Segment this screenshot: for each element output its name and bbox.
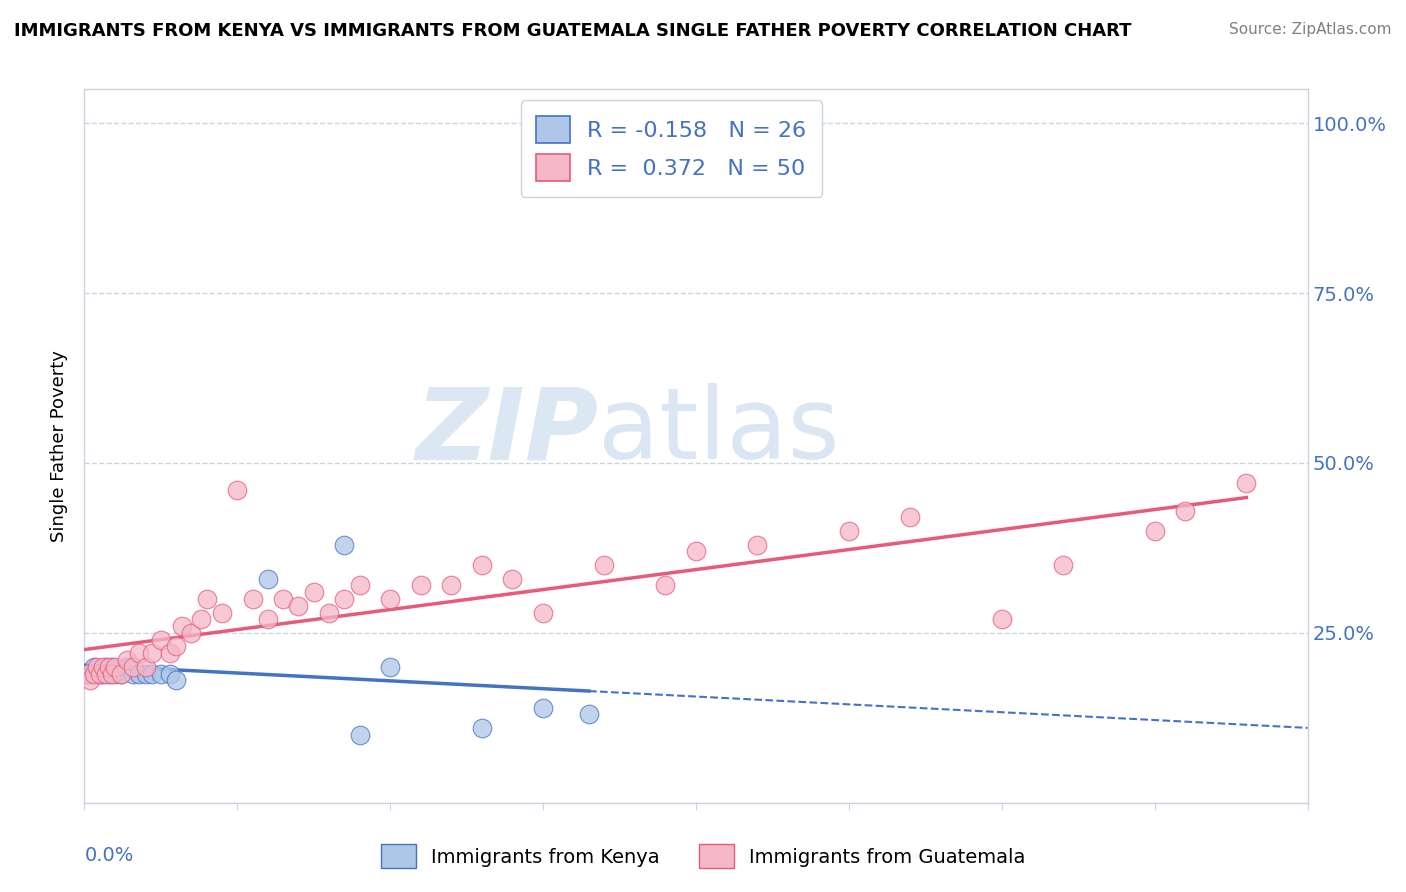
Point: [226, 483, 249, 498]
Point: [104, 666, 127, 681]
Point: [242, 591, 264, 606]
Point: [101, 666, 124, 681]
Point: [180, 626, 202, 640]
Point: [190, 612, 212, 626]
Y-axis label: Single Father Poverty: Single Father Poverty: [51, 350, 69, 542]
Point: [91, 666, 114, 681]
Point: [1236, 476, 1258, 491]
Point: [1143, 524, 1166, 538]
Point: [122, 666, 145, 681]
Point: [165, 640, 187, 654]
Point: [135, 666, 157, 681]
Point: [211, 606, 233, 620]
Point: [593, 558, 616, 572]
Point: [838, 524, 860, 538]
Point: [149, 632, 172, 647]
Point: [89, 666, 111, 681]
Point: [89, 666, 111, 681]
Point: [159, 646, 181, 660]
Point: [1052, 558, 1074, 572]
Point: [76, 666, 98, 681]
Point: [97, 666, 120, 681]
Point: [79, 673, 101, 688]
Point: [149, 666, 172, 681]
Point: [257, 612, 280, 626]
Point: [94, 666, 117, 681]
Text: atlas: atlas: [598, 384, 839, 480]
Point: [302, 585, 325, 599]
Point: [101, 660, 124, 674]
Point: [97, 660, 120, 674]
Point: [685, 544, 707, 558]
Point: [1174, 503, 1197, 517]
Point: [94, 660, 117, 674]
Point: [409, 578, 432, 592]
Point: [195, 591, 218, 606]
Point: [380, 660, 402, 674]
Point: [172, 619, 194, 633]
Point: [110, 666, 132, 681]
Point: [110, 666, 132, 681]
Point: [578, 707, 600, 722]
Text: Source: ZipAtlas.com: Source: ZipAtlas.com: [1229, 22, 1392, 37]
Point: [747, 537, 769, 551]
Point: [91, 660, 114, 674]
Point: [991, 612, 1014, 626]
Point: [76, 666, 98, 681]
Legend: Immigrants from Kenya, Immigrants from Guatemala: Immigrants from Kenya, Immigrants from G…: [371, 835, 1035, 878]
Point: [83, 666, 105, 681]
Point: [159, 666, 181, 681]
Point: [471, 558, 494, 572]
Legend: R = -0.158   N = 26, R =  0.372   N = 50: R = -0.158 N = 26, R = 0.372 N = 50: [520, 100, 823, 197]
Point: [333, 591, 356, 606]
Point: [349, 728, 371, 742]
Point: [79, 666, 101, 681]
Text: ZIP: ZIP: [415, 384, 598, 480]
Point: [380, 591, 402, 606]
Point: [531, 700, 554, 714]
Point: [135, 660, 157, 674]
Point: [287, 599, 309, 613]
Point: [86, 666, 108, 681]
Point: [257, 572, 280, 586]
Point: [83, 660, 105, 674]
Point: [654, 578, 676, 592]
Point: [898, 510, 921, 524]
Point: [141, 646, 163, 660]
Point: [165, 673, 187, 688]
Point: [122, 660, 145, 674]
Point: [502, 572, 524, 586]
Point: [115, 660, 138, 674]
Point: [440, 578, 463, 592]
Point: [141, 666, 163, 681]
Point: [349, 578, 371, 592]
Point: [115, 653, 138, 667]
Point: [531, 606, 554, 620]
Text: 0.0%: 0.0%: [84, 846, 134, 864]
Text: IMMIGRANTS FROM KENYA VS IMMIGRANTS FROM GUATEMALA SINGLE FATHER POVERTY CORRELA: IMMIGRANTS FROM KENYA VS IMMIGRANTS FROM…: [14, 22, 1132, 40]
Point: [271, 591, 294, 606]
Point: [471, 721, 494, 735]
Point: [128, 646, 150, 660]
Point: [104, 660, 127, 674]
Point: [86, 660, 108, 674]
Point: [318, 606, 340, 620]
Point: [333, 537, 356, 551]
Point: [128, 666, 150, 681]
